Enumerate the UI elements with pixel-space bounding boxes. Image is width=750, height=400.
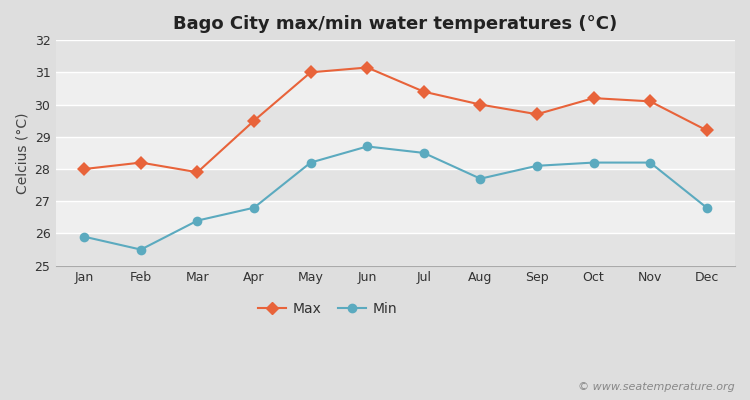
Y-axis label: Celcius (°C): Celcius (°C) — [15, 112, 29, 194]
Bar — [56, 104, 735, 137]
Min — [646, 160, 655, 165]
Max — [193, 170, 202, 175]
Min — [363, 144, 372, 149]
Bar — [56, 72, 735, 104]
Min — [532, 163, 542, 168]
Min — [476, 176, 484, 181]
Max — [80, 167, 88, 172]
Min — [589, 160, 598, 165]
Min — [419, 150, 428, 155]
Max — [476, 102, 484, 107]
Legend: Max, Min: Max, Min — [252, 297, 403, 322]
Bar — [56, 40, 735, 72]
Bar — [56, 234, 735, 266]
Max — [532, 112, 542, 117]
Bar — [56, 169, 735, 201]
Max — [136, 160, 146, 165]
Line: Min: Min — [80, 142, 712, 254]
Max — [646, 99, 655, 104]
Max — [250, 118, 259, 123]
Max — [589, 96, 598, 100]
Max — [363, 65, 372, 70]
Title: Bago City max/min water temperatures (°C): Bago City max/min water temperatures (°C… — [173, 15, 617, 33]
Max — [306, 70, 315, 75]
Min — [306, 160, 315, 165]
Bar — [56, 137, 735, 169]
Min — [193, 218, 202, 223]
Min — [250, 205, 259, 210]
Min — [136, 247, 146, 252]
Min — [80, 234, 88, 239]
Max — [702, 128, 711, 133]
Max — [419, 89, 428, 94]
Line: Max: Max — [80, 63, 712, 177]
Text: © www.seatemperature.org: © www.seatemperature.org — [578, 382, 735, 392]
Bar — [56, 201, 735, 234]
Min — [702, 205, 711, 210]
